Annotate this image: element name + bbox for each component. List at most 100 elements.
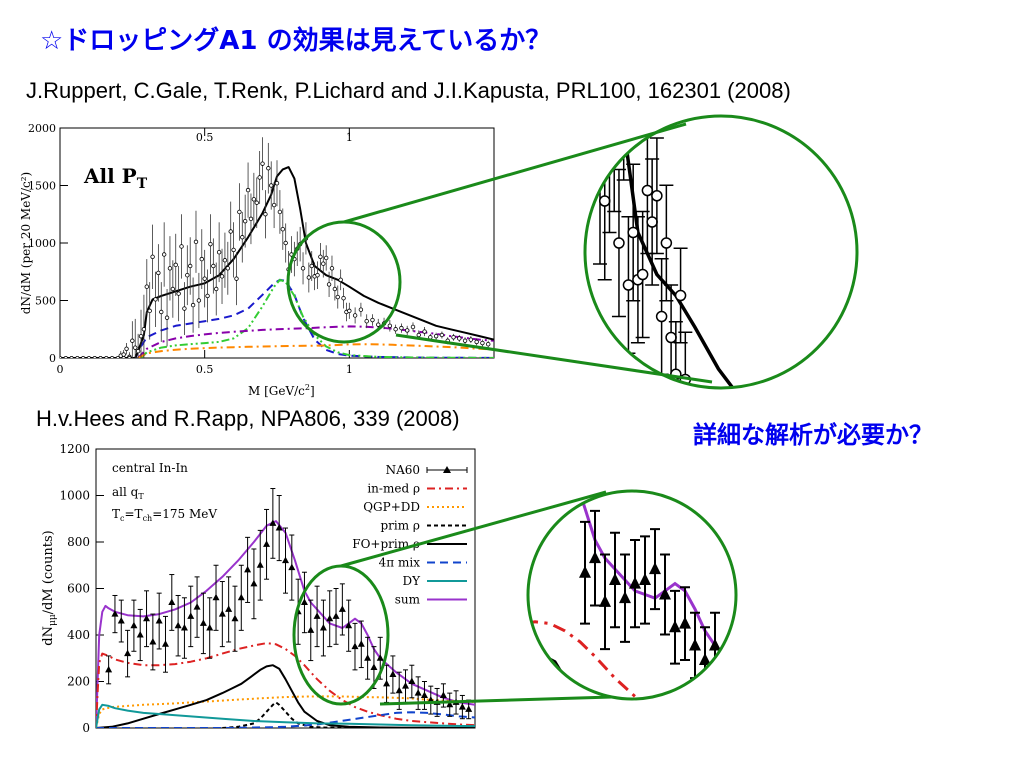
top-data-point bbox=[387, 320, 393, 332]
zoom-top-data-point bbox=[697, 422, 711, 496]
top-data-point bbox=[187, 237, 193, 295]
zoom-bottom-data-point bbox=[599, 553, 611, 651]
bottom-data-point bbox=[117, 599, 125, 643]
zoom-bottom-data-point bbox=[629, 539, 641, 629]
top-data-point bbox=[153, 271, 158, 327]
top-data-point bbox=[315, 261, 320, 289]
bottom-data-point bbox=[206, 597, 214, 659]
bottom-data-point bbox=[155, 592, 163, 650]
top-data-point bbox=[202, 249, 207, 308]
zoom-bottom-data-point bbox=[579, 520, 591, 625]
bottom-y-tick-label: 1200 bbox=[59, 442, 90, 456]
reference-top: J.Ruppert, C.Gale, T.Renk, P.Lichard and… bbox=[26, 78, 791, 103]
top-data-point bbox=[274, 160, 280, 207]
top-data-point bbox=[280, 208, 285, 250]
bottom-data-point bbox=[161, 615, 169, 673]
bottom-data-point bbox=[364, 636, 372, 680]
bottom-data-point bbox=[414, 676, 422, 710]
zoom-bottom-data-point bbox=[679, 586, 691, 661]
top-curve-dash-dot bbox=[137, 343, 494, 358]
slide-title: ☆ドロッピングA1 の効果は見えているか？ bbox=[40, 26, 552, 56]
top-data-point bbox=[164, 289, 170, 347]
top-data-point bbox=[474, 338, 479, 346]
top-baseline-point bbox=[63, 356, 68, 358]
top-data-point bbox=[257, 151, 262, 204]
top-data-point bbox=[144, 259, 149, 315]
bottom-data-point bbox=[269, 488, 277, 559]
top-data-point bbox=[364, 314, 369, 329]
zoom-top-data-point bbox=[830, 537, 844, 569]
top-data-point bbox=[251, 172, 257, 226]
top-baseline-point bbox=[115, 356, 120, 358]
bottom-data-point bbox=[244, 536, 252, 603]
top-data-point bbox=[358, 302, 364, 317]
bottom-data-point bbox=[345, 599, 353, 652]
top-curve-dash-dot bbox=[137, 325, 494, 358]
top-data-point bbox=[205, 269, 210, 323]
zoom-bottom-data-point bbox=[669, 589, 681, 665]
zoom-top-data-point bbox=[688, 401, 702, 475]
top-data-point bbox=[263, 190, 268, 239]
top-baseline-point bbox=[69, 356, 74, 358]
zoom-top-data-point bbox=[783, 506, 797, 548]
bottom-data-point bbox=[130, 599, 138, 652]
top-data-point bbox=[405, 325, 410, 335]
bottom-y-tick-label: 1000 bbox=[59, 489, 90, 503]
bottom-data-point bbox=[383, 664, 391, 703]
top-y-tick-label: 1000 bbox=[28, 237, 56, 250]
top-data-point bbox=[231, 222, 236, 278]
top-data-point bbox=[228, 201, 233, 262]
bottom-data-point bbox=[256, 529, 264, 601]
legend-label: NA60 bbox=[386, 463, 420, 477]
bottom-y-tick-label: 800 bbox=[67, 535, 90, 549]
bottom-data-point bbox=[111, 594, 119, 634]
top-data-point bbox=[219, 248, 225, 304]
zoom-top-content bbox=[585, 116, 857, 569]
top-data-point bbox=[341, 287, 346, 309]
top-data-point bbox=[321, 249, 326, 278]
top-data-point bbox=[190, 277, 196, 333]
top-x-tick-label-top: 0.5 bbox=[196, 131, 214, 144]
top-data-point bbox=[266, 142, 271, 194]
bottom-data-point bbox=[332, 588, 340, 645]
bottom-data-point bbox=[149, 613, 157, 671]
bottom-data-point bbox=[389, 655, 397, 694]
top-baseline-point bbox=[86, 356, 91, 358]
top-data-point bbox=[352, 307, 358, 324]
legend-label: 4π mix bbox=[379, 556, 421, 570]
legend-label: sum bbox=[395, 593, 421, 607]
top-data-point bbox=[147, 282, 152, 340]
bottom-annotation: central In-In all qT Tc=Tch=175 MeV bbox=[112, 461, 217, 523]
bottom-data-point bbox=[338, 583, 346, 636]
bottom-data-point bbox=[237, 564, 245, 631]
bottom-legend: NA60 in-med ρ QGP+DD prim ρ FO+prim ρ 4π mix D… bbox=[352, 463, 468, 607]
top-data-point bbox=[199, 229, 204, 289]
bottom-curve-4-mix bbox=[96, 711, 475, 728]
top-curve-dashed bbox=[134, 278, 494, 358]
top-data-point bbox=[214, 262, 219, 316]
top-y-tick-label: 1500 bbox=[28, 180, 56, 193]
top-zoom-connector-upper bbox=[343, 122, 687, 224]
top-data-point bbox=[133, 318, 138, 358]
bottom-data-point bbox=[187, 585, 195, 648]
top-data-point bbox=[237, 183, 242, 241]
zoom-top-data-point bbox=[659, 184, 674, 302]
zoom-top-data-point bbox=[839, 532, 853, 564]
top-data-point bbox=[248, 193, 254, 245]
bottom-data-point bbox=[300, 571, 308, 634]
zoom-top-data-point bbox=[745, 469, 759, 522]
top-baseline-point bbox=[104, 356, 109, 358]
top-data-point bbox=[393, 324, 398, 334]
top-y-tick-label: 0 bbox=[49, 352, 56, 365]
zoom-top-data-point bbox=[726, 453, 740, 506]
zoom-top-data-point bbox=[635, 210, 650, 339]
zoom-top-data-point bbox=[811, 511, 825, 553]
top-y-tick-label: 500 bbox=[35, 295, 56, 308]
zoom-bottom-data-point bbox=[639, 535, 651, 625]
bottom-data-point bbox=[351, 622, 359, 671]
top-data-point bbox=[240, 211, 245, 263]
top-data-point bbox=[185, 245, 190, 306]
zoom-bottom-curve bbox=[465, 715, 665, 755]
top-baseline-point bbox=[98, 356, 103, 358]
top-data-point bbox=[283, 223, 288, 263]
